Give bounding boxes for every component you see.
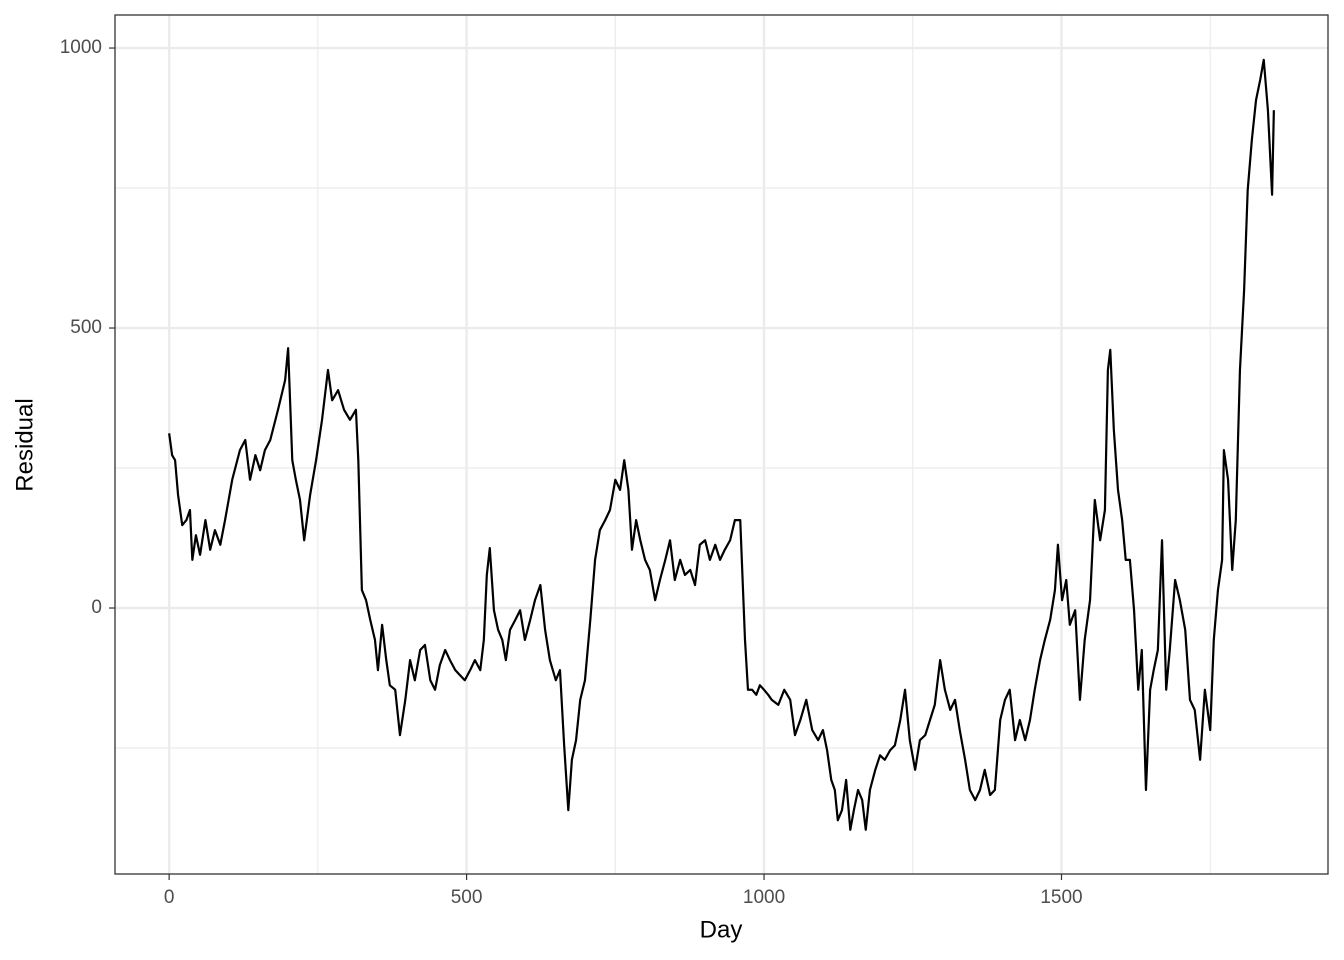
x-tick-label: 1500 [1040,887,1082,908]
x-tick-label: 0 [164,887,175,908]
data-line [168,58,1275,831]
x-axis-title: Day [700,916,743,943]
y-tick-label: 500 [70,317,102,338]
y-tick-label: 0 [91,597,102,618]
panel-border [114,14,1329,875]
y-tick-label: 1000 [60,37,102,58]
x-tick-label: 500 [451,887,483,908]
plot-background [115,15,1328,874]
x-tick-label: 1000 [743,887,785,908]
y-axis-title: Residual [11,398,38,491]
